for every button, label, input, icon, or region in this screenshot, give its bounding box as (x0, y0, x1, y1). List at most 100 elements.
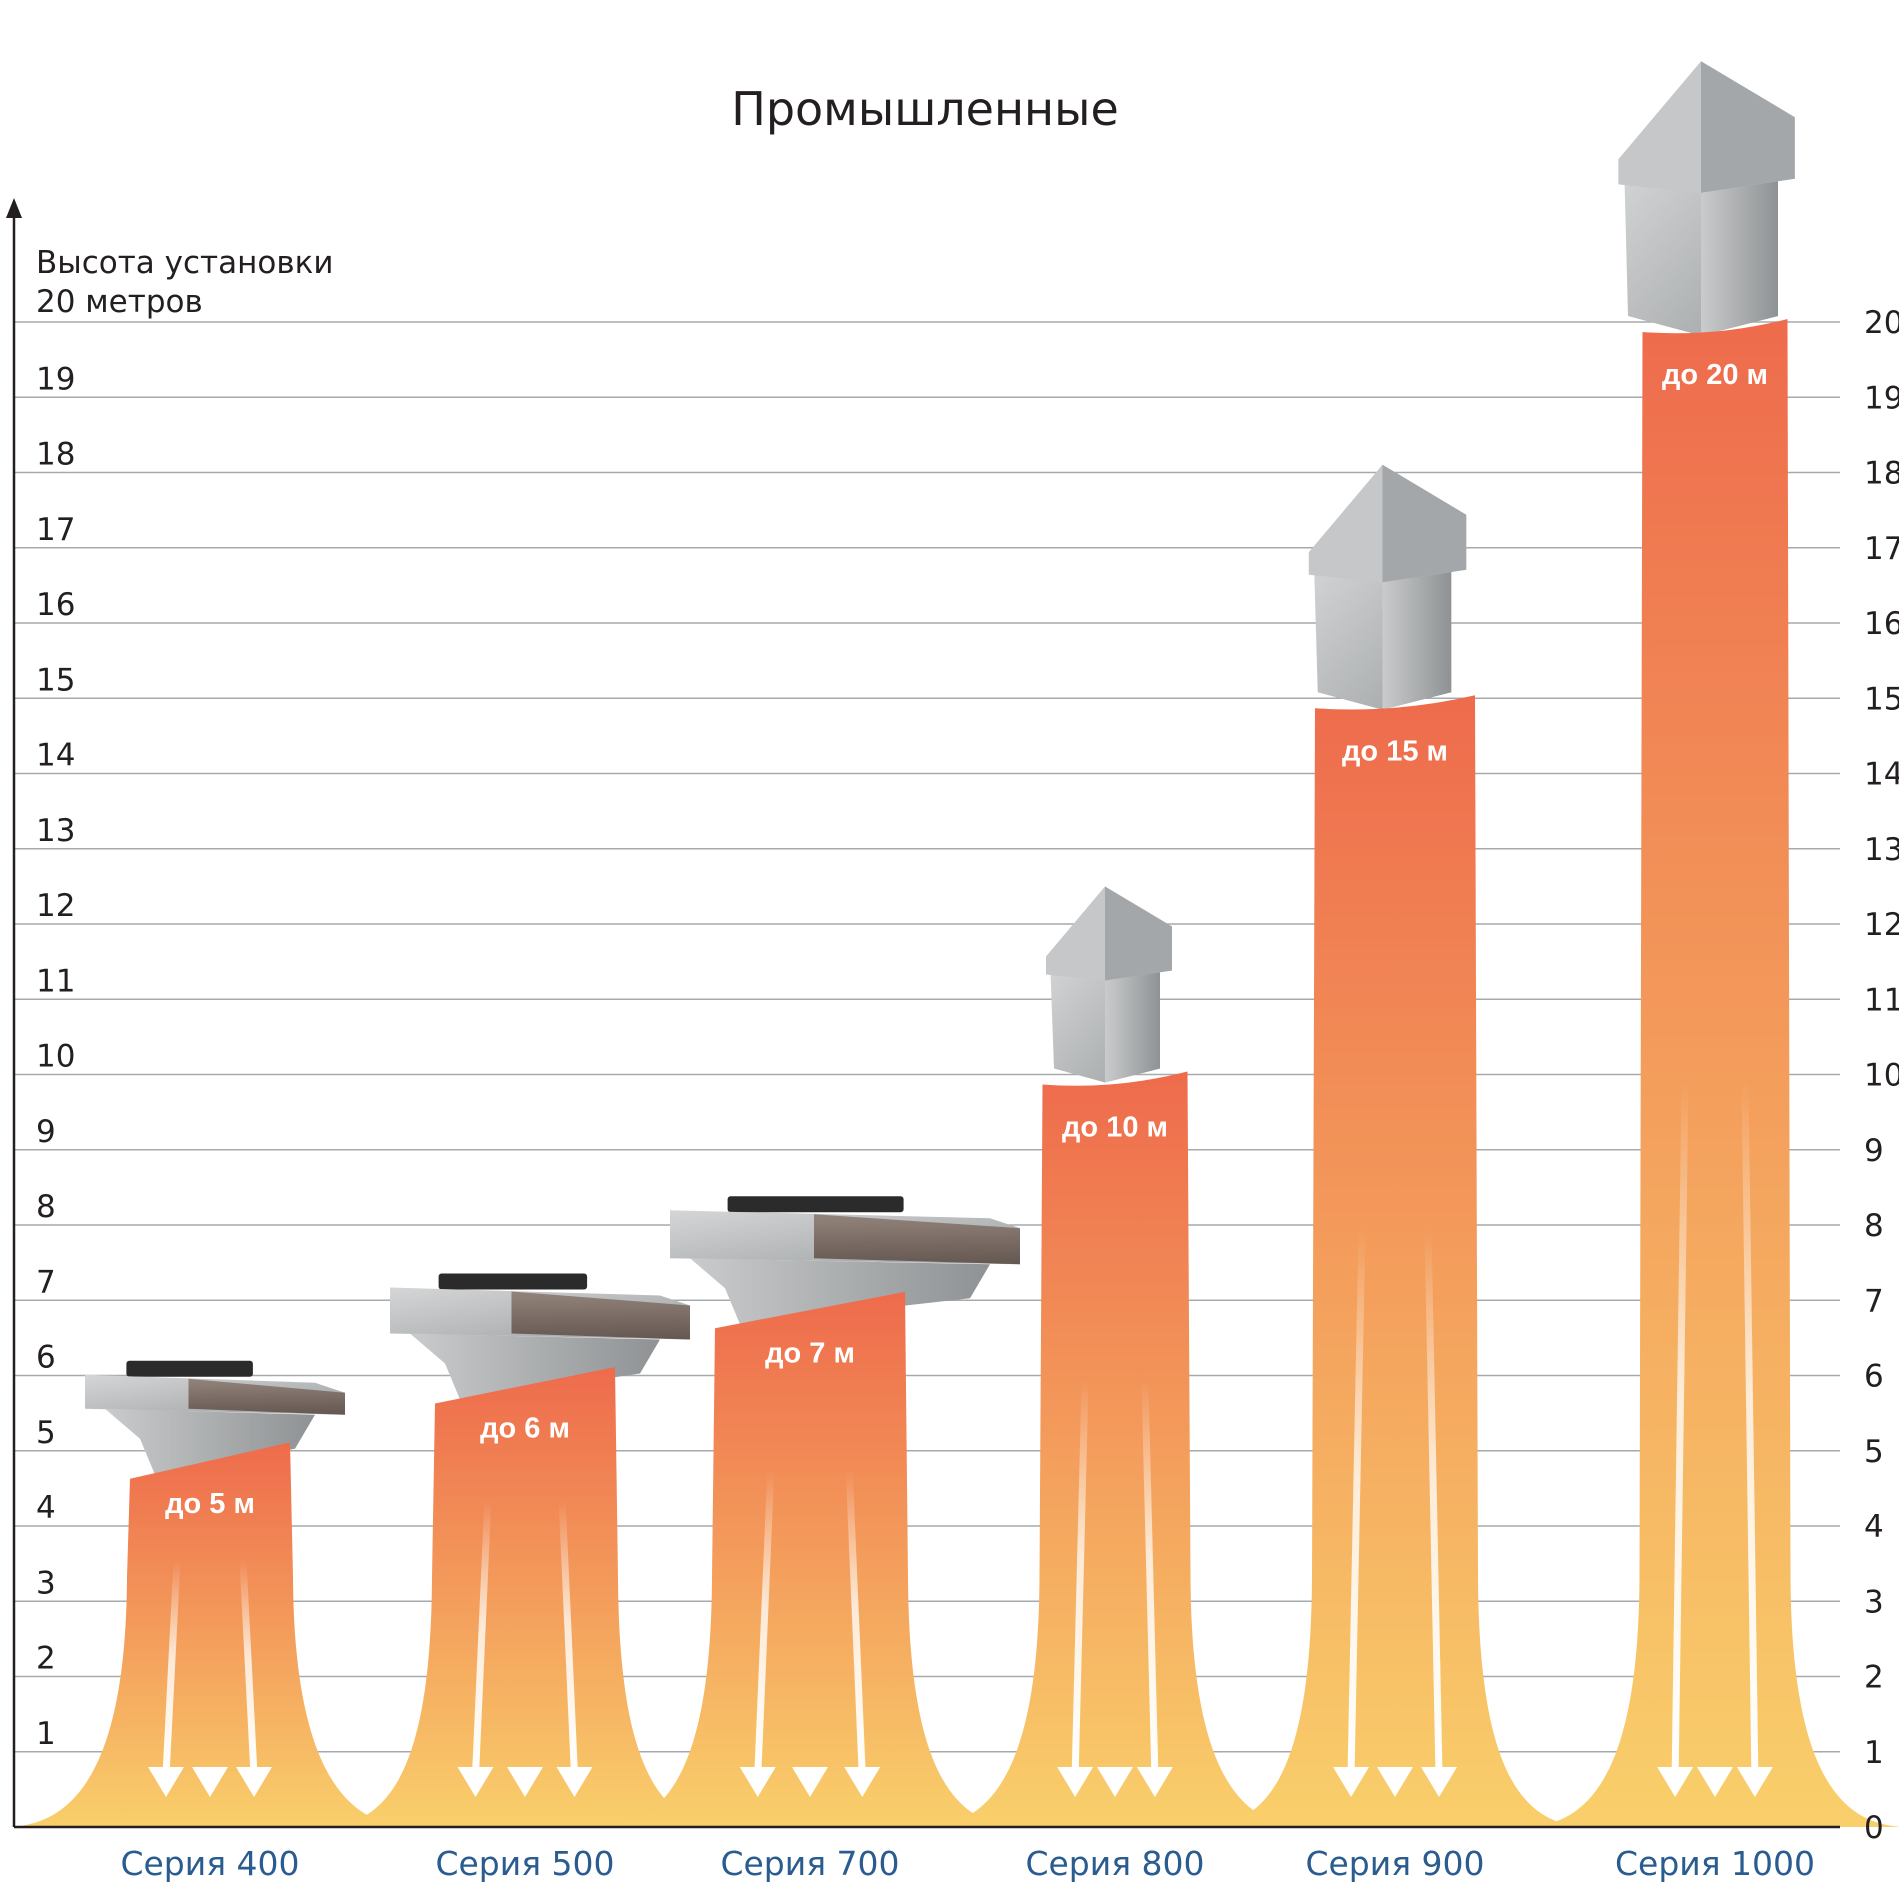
flow-arrowhead (1057, 1767, 1094, 1797)
unit-side-panel (814, 1214, 1020, 1265)
flow-arrowhead (457, 1767, 494, 1797)
y-tick-label-left: 14 (36, 738, 75, 774)
y-tick-label-left: 10 (36, 1039, 75, 1075)
unit-side-panel (1382, 549, 1452, 710)
data-labels: до 5 м до 6 м до 7 м до 10 м до 15 м до 20 м (165, 359, 1768, 1520)
bar (1522, 319, 1899, 1827)
grid-layer (14, 321, 1840, 1753)
flow-arrow (1141, 1376, 1159, 1779)
flow-arrowhead (192, 1767, 228, 1797)
flow-arrow (845, 1466, 866, 1779)
flow-arrowhead (236, 1767, 272, 1797)
y-tick-label-left: 1 (36, 1716, 56, 1752)
y-tick-label-left: 9 (36, 1114, 56, 1150)
unit-side-panel (1701, 156, 1778, 336)
y-tick-label-right: 1 (1864, 1735, 1884, 1771)
y-tick-label-left: 3 (36, 1565, 56, 1601)
device-layer (85, 61, 1795, 1475)
flow-arrow (558, 1496, 578, 1779)
heater-unit-2 (390, 1273, 690, 1400)
data-label: до 7 м (765, 1337, 855, 1369)
data-label: до 5 м (165, 1488, 255, 1520)
unit-side-panel (188, 1378, 345, 1415)
flow-arrow (1741, 1076, 1759, 1779)
y-tick-label-right: 5 (1864, 1434, 1884, 1470)
category-label: Серия 800 (1025, 1844, 1204, 1882)
unit-side-panel (511, 1291, 690, 1340)
y-tick-label-right: 2 (1864, 1660, 1884, 1696)
data-label: до 20 м (1662, 359, 1768, 391)
y-tick-label-left: 6 (36, 1340, 56, 1376)
y-axis-arrowhead (6, 198, 22, 218)
grille (438, 1273, 588, 1290)
y-tick-label-left: 16 (36, 587, 75, 623)
category-label: Серия 1000 (1615, 1844, 1815, 1882)
y-tick-label-left: 17 (36, 512, 75, 548)
unit-cap-side (1105, 886, 1172, 981)
y-tick-label-right: 6 (1864, 1359, 1884, 1395)
y-tick-label-left: 18 (36, 437, 75, 473)
y-tick-label-left: 5 (36, 1415, 56, 1451)
chart-title: Промышленные (731, 82, 1119, 136)
y-axis-label-line-2: 20 метров (36, 284, 203, 320)
heater-unit-5 (1308, 464, 1467, 710)
flow-arrowhead (1097, 1767, 1133, 1797)
y-tick-label-left: 2 (36, 1641, 56, 1677)
data-label: до 10 м (1062, 1112, 1168, 1144)
heater-unit-3 (670, 1196, 1020, 1325)
flow-arrowhead (1736, 1767, 1773, 1797)
y-tick-label-right: 13 (1864, 832, 1899, 868)
y-tick-label-left: 19 (36, 361, 75, 397)
y-tick-label-right: 19 (1864, 380, 1899, 416)
y-tick-label-right: 11 (1864, 982, 1899, 1018)
flow-arrowhead (1136, 1767, 1173, 1797)
category-labels: Серия 400 Серия 500 Серия 700 Серия 800 Сери… (120, 1844, 1815, 1882)
heater-unit-1 (85, 1360, 345, 1475)
flow-arrow (1671, 1076, 1689, 1779)
flow-arrowhead (1697, 1767, 1733, 1797)
heater-unit-4 (1046, 886, 1172, 1083)
y-tick-label-right: 10 (1864, 1058, 1899, 1094)
y-tick-label-left: 7 (36, 1264, 56, 1300)
y-tick-label-right: 4 (1864, 1509, 1884, 1545)
y-tick-label-right: 7 (1864, 1283, 1884, 1319)
flow-arrowhead (844, 1767, 881, 1797)
unit-nozzle (105, 1408, 315, 1475)
y-tick-label-right: 12 (1864, 907, 1899, 943)
unit-cap-side (1382, 464, 1467, 583)
y-tick-label-left: 15 (36, 662, 75, 698)
flow-arrow (472, 1496, 492, 1779)
y-tick-label-left: 12 (36, 888, 75, 924)
flow-arrowhead (1333, 1767, 1369, 1797)
category-label: Серия 500 (435, 1844, 614, 1882)
y-tick-label-right: 16 (1864, 606, 1899, 642)
data-label: до 6 м (480, 1413, 570, 1445)
y-axis-label-line-1: Высота установки (36, 245, 333, 281)
y-tick-label-right: 14 (1864, 757, 1899, 793)
flow-arrowhead (1657, 1767, 1694, 1797)
unit-side-panel (1105, 954, 1160, 1083)
flow-arrowhead (148, 1767, 184, 1797)
category-label: Серия 400 (120, 1844, 299, 1882)
tick-labels: 1234567891011121314151617181901234567891… (36, 305, 1899, 1846)
data-label: до 15 м (1342, 735, 1448, 767)
flow-arrow (754, 1466, 775, 1779)
category-label: Серия 700 (720, 1844, 899, 1882)
y-tick-label-right: 0 (1864, 1810, 1884, 1846)
flow-arrowhead (507, 1767, 543, 1797)
flow-arrow (162, 1557, 181, 1779)
unit-cap-side (1701, 61, 1795, 193)
unit-nozzle (690, 1258, 990, 1325)
flow-arrowhead (556, 1767, 593, 1797)
y-tick-label-right: 18 (1864, 456, 1899, 492)
bar-layer (5, 319, 1899, 1827)
y-tick-label-left: 4 (36, 1490, 56, 1526)
y-tick-label-left: 11 (36, 963, 75, 999)
grille (126, 1360, 253, 1377)
y-tick-label-right: 17 (1864, 531, 1899, 567)
flow-arrow (1424, 1226, 1443, 1779)
flow-arrow (1347, 1226, 1366, 1779)
y-tick-label-left: 13 (36, 813, 75, 849)
y-tick-label-right: 9 (1864, 1133, 1884, 1169)
